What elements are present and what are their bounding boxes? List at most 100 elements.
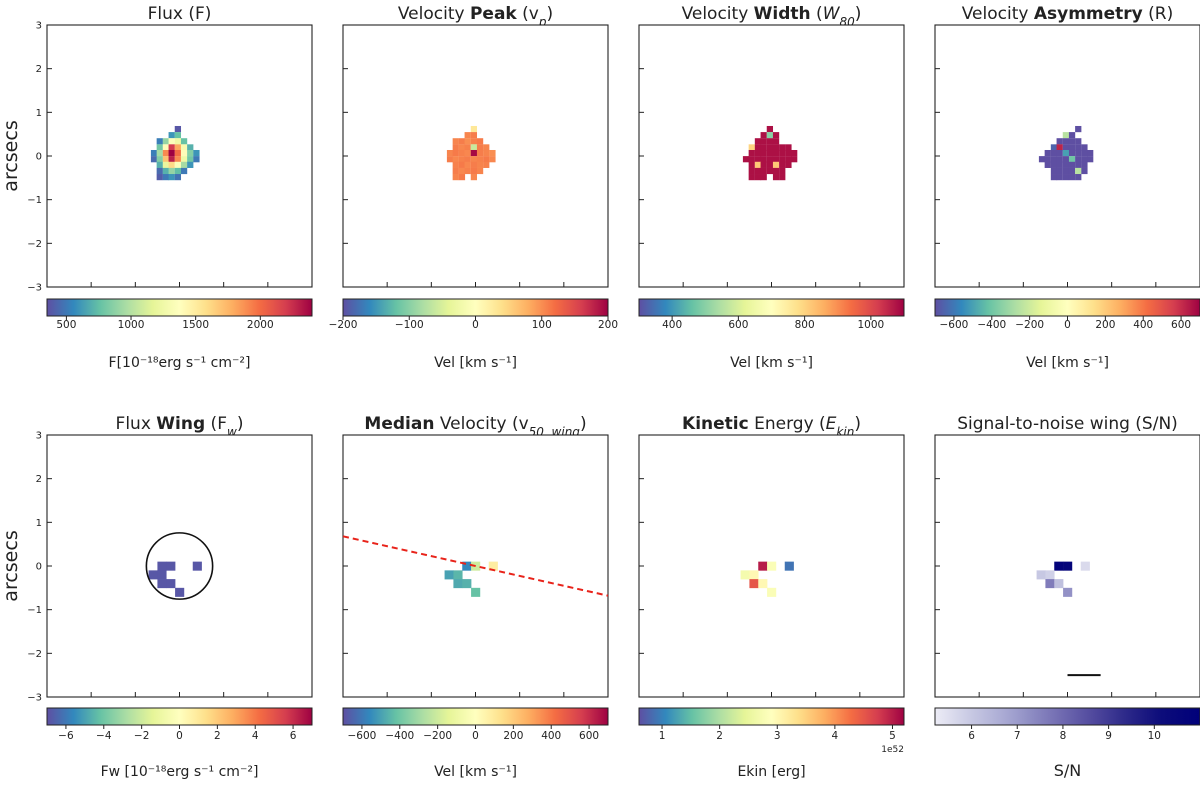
map-pixel (785, 144, 792, 151)
map-pixel (766, 132, 774, 139)
map-pixel (1068, 132, 1076, 139)
map-pixel (772, 161, 780, 168)
map-pixel (470, 138, 478, 145)
colorbar-tick-label: 8 (1060, 730, 1067, 742)
map-pixel (168, 132, 175, 139)
colorbar (934, 707, 1200, 726)
position-angle-line (342, 535, 609, 597)
panel-width: Velocity Width (W80) 400 600 800 1000 Vel [km… (638, 4, 905, 371)
map-pixel (1044, 149, 1051, 157)
map-pixel (766, 144, 774, 151)
map-pixel (1075, 161, 1082, 168)
colorbar-label: Vel [km s⁻¹] (434, 764, 517, 780)
panel-median: Median Velocity (v50, wing) −600 −400 −200 0… (342, 414, 609, 780)
map-pixel (157, 561, 167, 571)
map-pixel (458, 167, 466, 175)
map-pixel (162, 138, 170, 145)
map-pixel (452, 138, 459, 145)
map-pixel (754, 174, 762, 181)
map-pixel (156, 138, 163, 145)
map-pixel (784, 561, 794, 571)
map-pixel (489, 156, 496, 163)
map-pixel (1063, 587, 1073, 597)
colorbar-offset: 1e52 (881, 745, 904, 755)
map-pixel (174, 167, 182, 175)
colorbar-tick-label: 400 (541, 730, 561, 742)
plot-frame (46, 434, 313, 698)
panel-flux: Flux (F) 3 2 1 0 −1 −2 −3 arcsecs 500 1000 1500 2000… (0, 4, 313, 371)
map-pixel (483, 149, 490, 157)
y-tick-label: 0 (36, 152, 42, 163)
map-pixel (180, 156, 188, 163)
panel-title: Signal-to-noise wing (S/N) (957, 414, 1178, 434)
map-pixel (766, 125, 774, 133)
map-pixel (174, 156, 182, 163)
map-pixel (1081, 167, 1088, 175)
colorbar (46, 298, 313, 317)
map-pixel (470, 132, 478, 139)
map-pixel (470, 125, 478, 133)
colorbar-tick-label: −100 (395, 319, 424, 331)
map-pixel (180, 138, 188, 145)
map-pixel (464, 167, 471, 175)
colorbar-tick-label: −2 (134, 730, 149, 742)
colorbar-tick-label: −200 (423, 730, 452, 742)
aperture-circle (145, 532, 214, 600)
map-pixel (192, 561, 202, 571)
map-pixel (1056, 161, 1063, 168)
map-pixel (174, 161, 182, 168)
colorbar (934, 298, 1200, 317)
map-pixel (1087, 156, 1094, 163)
map-pixel (772, 167, 780, 175)
map-pixel (452, 167, 459, 175)
colorbar-label: Vel [km s⁻¹] (1026, 355, 1109, 371)
colorbar-tick-label: 0 (176, 730, 183, 742)
map-pixel (791, 149, 798, 157)
map-pixel (1050, 167, 1058, 175)
map-pixel (187, 144, 194, 151)
map-pixel (187, 149, 194, 157)
map-pixel (748, 174, 755, 181)
map-pixel (1080, 561, 1090, 571)
map-pixel (760, 138, 767, 145)
map-pixel (740, 570, 750, 580)
colorbar-tick-label: 0 (1064, 319, 1071, 331)
colorbar-tick-label: 3 (774, 730, 781, 742)
map-pixel (1075, 144, 1082, 151)
map-pixel (452, 161, 459, 168)
panel-title: Flux Wing (Fw) (116, 414, 244, 439)
map-pixel (458, 174, 466, 181)
map-pixel (772, 149, 780, 157)
y-axis-label: arcsecs (0, 530, 22, 601)
map-pixel (754, 138, 762, 145)
map-pixel (452, 149, 459, 157)
y-tick-label: 3 (36, 21, 42, 32)
map-pixel (453, 570, 463, 580)
colorbar-tick-label: 800 (795, 319, 815, 331)
map-pixel (162, 174, 170, 181)
panel-fluxwing: Flux Wing (Fw) 3 2 1 0 −1 −2 −3 arcsecs −6 −4 −2 0 2 4… (0, 414, 313, 780)
map-pixel (772, 138, 780, 145)
map-pixel (1044, 161, 1051, 168)
map-pixel (168, 167, 175, 175)
map-pixel (462, 561, 472, 571)
map-pixel (767, 561, 777, 571)
map-pixel (1063, 561, 1073, 571)
map-pixel (180, 149, 188, 157)
map-pixel (446, 156, 454, 163)
map-pixel (1068, 161, 1076, 168)
map-pixel (1062, 144, 1070, 151)
colorbar-tick-label: 6 (290, 730, 297, 742)
y-tick-label: 1 (36, 518, 42, 529)
map-pixel (1062, 156, 1070, 163)
colorbar-tick-label: 1500 (182, 319, 209, 331)
colorbar-tick-label: 0 (472, 730, 479, 742)
map-pixel (1068, 138, 1076, 145)
map-pixel (749, 579, 759, 589)
map-pixel (1081, 161, 1088, 168)
map-pixel (156, 144, 163, 151)
map-pixel (785, 156, 792, 163)
colorbar (342, 707, 609, 726)
map-pixel (174, 149, 182, 157)
y-axis-label: arcsecs (0, 120, 22, 191)
